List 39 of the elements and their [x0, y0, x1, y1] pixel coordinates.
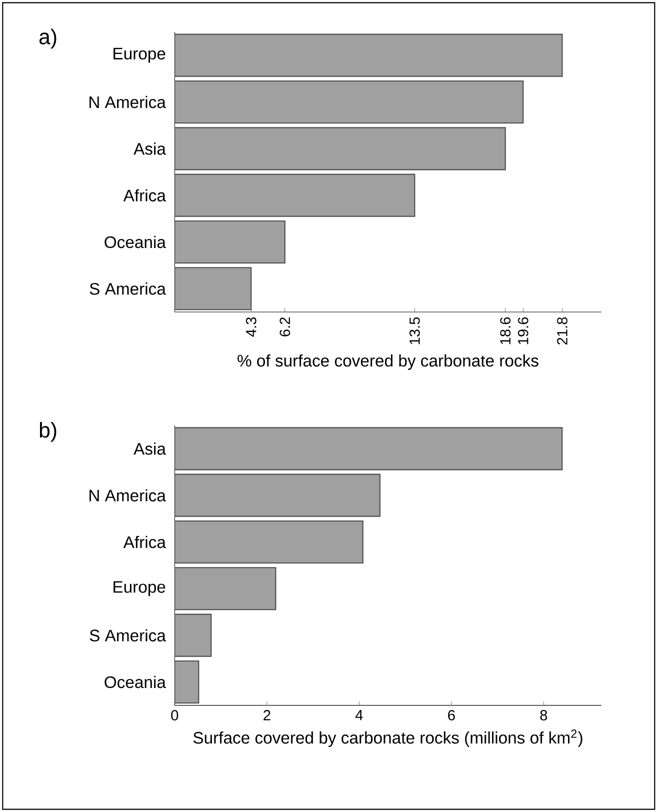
bar — [174, 80, 524, 124]
x-tick-label: 13.5 — [409, 317, 420, 344]
bar — [174, 427, 563, 470]
bar — [174, 127, 506, 170]
x-tick-label: 2 — [263, 710, 270, 720]
bar — [174, 614, 212, 657]
y-tick-label: N America — [89, 96, 166, 108]
bar — [174, 34, 563, 77]
y-tick-label: Oceania — [104, 236, 166, 248]
y-tick-label: Africa — [123, 189, 166, 202]
x-axis-title: Surface covered by carbonate rocks (millions of km$^{2}$) — [193, 730, 582, 747]
y-tick-label: S America — [90, 629, 166, 642]
chart-title: b) — [40, 422, 56, 442]
y-tick-label: Asia — [133, 442, 166, 455]
y-tick-label: Asia — [133, 142, 166, 155]
y-tick-label: N America — [89, 489, 166, 502]
y-tick-label: Oceania — [104, 676, 166, 688]
y-tick-label: Africa — [123, 536, 166, 548]
y-tick-label: S America — [90, 282, 166, 295]
chart-title: a) — [39, 28, 56, 49]
bar — [174, 220, 286, 264]
x-axis-title: % of surface covered by carbonate rocks — [237, 354, 538, 370]
bar — [174, 520, 364, 564]
x-tick-label: 19.6 — [518, 317, 528, 344]
x-tick-label: 6.2 — [280, 317, 290, 336]
x-tick-label: 0 — [170, 710, 178, 720]
x-tick-label: 18.6 — [500, 317, 510, 344]
x-tick-label: 6 — [448, 710, 455, 720]
bar — [174, 567, 276, 610]
x-tick-label: 8 — [540, 710, 547, 720]
bar — [174, 474, 380, 517]
y-tick-label: Europe — [113, 581, 166, 596]
bar — [174, 267, 252, 310]
bar — [174, 174, 416, 217]
x-tick-label: 4.3 — [246, 317, 256, 337]
y-tick-label: Europe — [113, 48, 166, 63]
x-tick-label: 4 — [355, 710, 363, 720]
x-tick-label: 21.8 — [556, 317, 568, 345]
bar — [174, 660, 200, 704]
